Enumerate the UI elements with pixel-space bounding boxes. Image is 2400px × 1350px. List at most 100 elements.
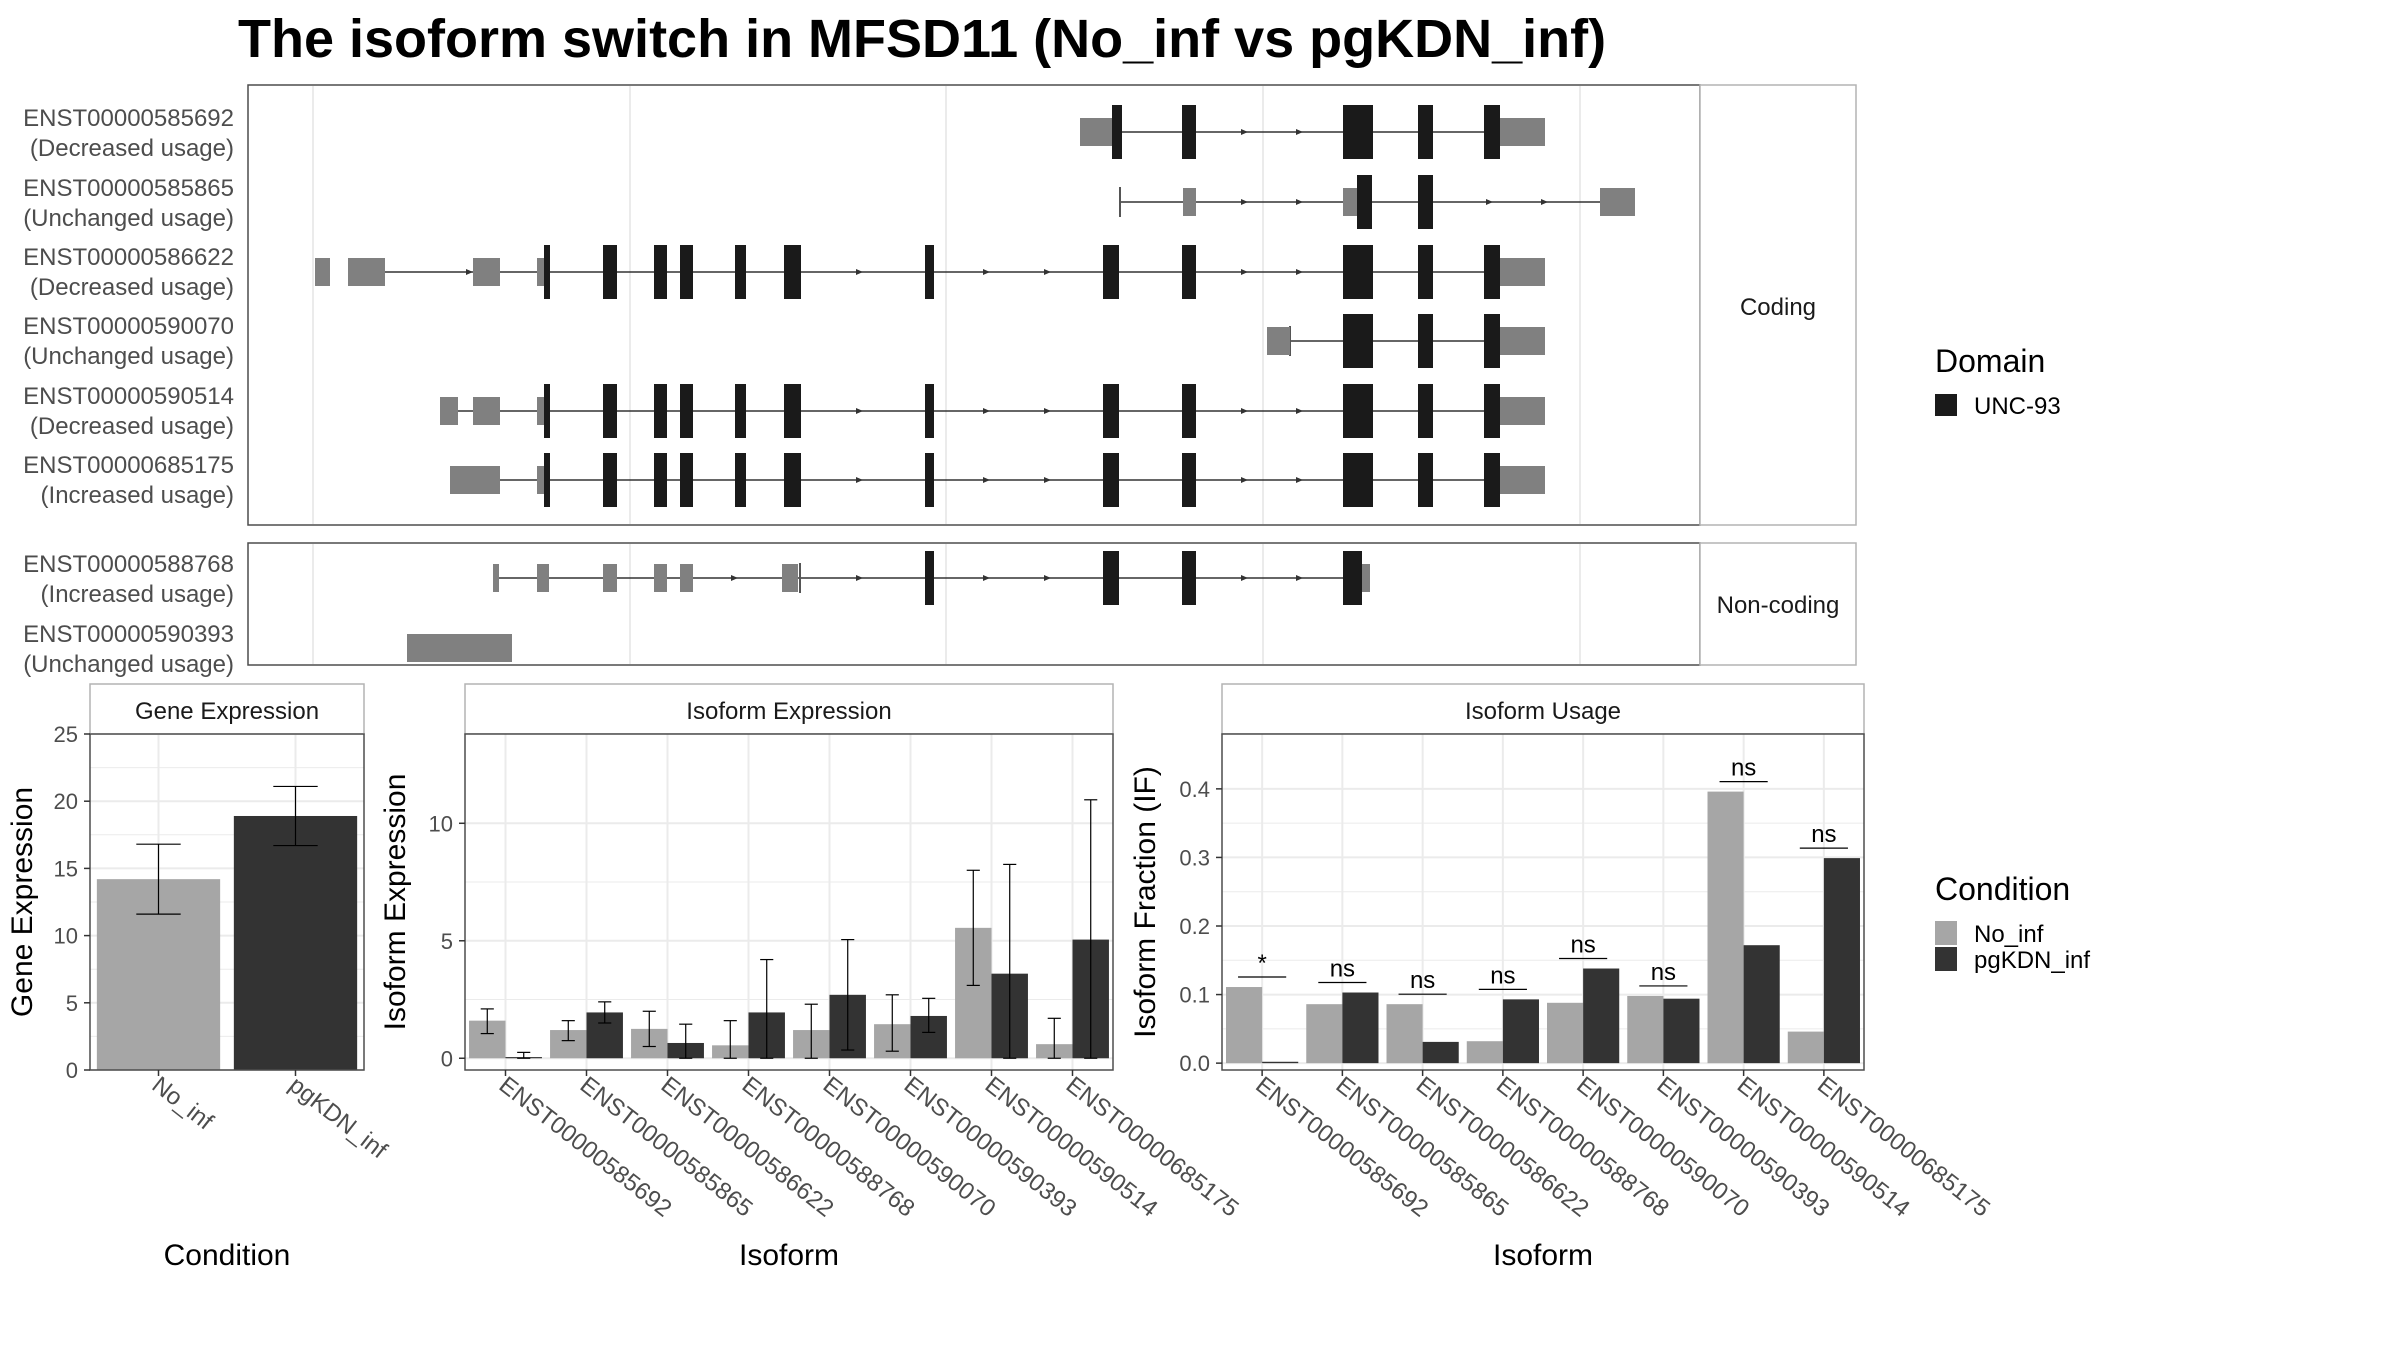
coding-panel: Coding — [247, 84, 1857, 526]
bar — [1342, 992, 1379, 1064]
strand-arrow-icon — [1541, 199, 1548, 205]
utr-exon — [1500, 118, 1508, 146]
utr-exon — [450, 466, 482, 494]
isoform-expression-x-axis-label: Isoform — [739, 1239, 839, 1272]
strand-arrow-icon — [1241, 408, 1248, 414]
unc93-domain-exon — [1103, 384, 1119, 438]
coding-strip-label: Coding — [1740, 294, 1816, 321]
gene-expression-bars — [96, 785, 358, 1070]
isoform-usage-x-axis-label: Isoform — [1493, 1239, 1593, 1272]
utr-exon — [537, 397, 544, 425]
y-tick-label: 5 — [66, 991, 78, 1016]
utr-exon — [603, 564, 617, 592]
unc93-domain-exon — [1182, 384, 1196, 438]
strand-arrow-icon — [731, 575, 738, 581]
strand-arrow-icon — [1296, 408, 1303, 414]
unc93-domain-exon — [544, 453, 550, 507]
utr-exon — [348, 258, 385, 286]
transcript-structure-plot: Coding Non-coding ENST00000585692 (Decre… — [23, 84, 2061, 678]
gene-expression-x-axis-label: Condition — [164, 1239, 291, 1272]
utr-exon — [680, 564, 693, 592]
isoform-label-status: (Unchanged usage) — [23, 651, 234, 678]
unc93-domain-exon — [680, 384, 693, 438]
domain-legend: Domain UNC-93 — [1935, 343, 2061, 420]
gene-expression-panel-title: Gene Expression — [135, 698, 319, 725]
strand-arrow-icon — [1296, 269, 1303, 275]
unc93-domain-exon — [925, 245, 934, 299]
strand-arrow-icon — [1044, 575, 1051, 581]
strand-arrow-icon — [983, 269, 990, 275]
strand-arrow-icon — [1296, 199, 1303, 205]
isoform-label-status: (Unchanged usage) — [23, 343, 234, 370]
unc93-domain-exon — [1418, 314, 1433, 368]
isoform-usage-y-axis-label: Isoform Fraction (IF) — [1129, 766, 1162, 1038]
y-tick-label: 10 — [429, 811, 453, 836]
unc93-domain-exon — [1343, 245, 1373, 299]
isoform-label-status: (Increased usage) — [41, 482, 234, 509]
condition-legend: Condition No_inf pgKDN_inf — [1935, 871, 2090, 974]
utr-exon — [473, 258, 482, 286]
strand-arrow-icon — [1044, 269, 1051, 275]
isoform-expression-panel-title: Isoform Expression — [686, 698, 891, 725]
y-tick-label: 20 — [54, 789, 78, 814]
unc93-domain-exon — [1418, 105, 1433, 159]
isoform-label-status: (Increased usage) — [41, 581, 234, 608]
coding-panel-frame — [247, 84, 1701, 526]
unc93-domain-exon — [544, 245, 550, 299]
isoform-usage-panel-title: Isoform Usage — [1465, 698, 1621, 725]
strand-arrow-icon — [983, 408, 990, 414]
significance-label: ns — [1570, 932, 1595, 959]
unc93-domain-exon — [1343, 453, 1373, 507]
isoform-label-id: ENST00000586622 — [23, 244, 234, 271]
utr-exon — [537, 466, 544, 494]
bar — [1743, 945, 1780, 1064]
utr-exon — [782, 564, 798, 592]
bar — [1422, 1041, 1459, 1064]
domain-legend-label: UNC-93 — [1974, 393, 2061, 420]
utr-exon — [1267, 327, 1290, 355]
utr-exon — [473, 397, 482, 425]
condition-legend-title: Condition — [1935, 871, 2070, 907]
isoform-label-status: (Decreased usage) — [30, 135, 234, 162]
isoform-label-status: (Decreased usage) — [30, 274, 234, 301]
significance-label: ns — [1330, 956, 1355, 983]
unc93-domain-exon — [603, 245, 617, 299]
isoform-label-id: ENST00000590393 — [23, 621, 234, 648]
isoform-label-status: (Decreased usage) — [30, 413, 234, 440]
unc93-domain-exon — [1103, 453, 1119, 507]
bar — [1583, 968, 1620, 1064]
significance-label: ns — [1490, 962, 1515, 989]
utr-exon — [1343, 188, 1357, 216]
significance-label: ns — [1410, 967, 1435, 994]
strand-arrow-icon — [1296, 477, 1303, 483]
noncoding-transcripts — [407, 551, 1370, 662]
y-tick-label: 0.0 — [1179, 1051, 1210, 1076]
bar — [1663, 998, 1700, 1064]
unc93-domain-exon — [680, 245, 693, 299]
strand-arrow-icon — [856, 477, 863, 483]
noncoding-strip-label: Non-coding — [1717, 592, 1840, 619]
utr-exon — [1508, 466, 1545, 494]
utr-exon — [1500, 258, 1508, 286]
utr-exon — [1508, 258, 1545, 286]
noncoding-strip — [1699, 542, 1857, 666]
strand-arrow-icon — [1241, 129, 1248, 135]
utr-exon — [493, 564, 499, 592]
utr-exon — [482, 258, 500, 286]
strand-arrow-icon — [856, 575, 863, 581]
figure-title: The isoform switch in MFSD11 (No_inf vs … — [238, 9, 1606, 69]
unc93-domain-exon — [544, 384, 550, 438]
isoform-expression-panel: Isoform Expression 0510ENST00000585692EN… — [379, 683, 1244, 1272]
noncoding-panel-grid — [312, 544, 1581, 664]
unc93-domain-exon — [784, 384, 801, 438]
noncoding-panel: Non-coding — [247, 542, 1857, 666]
isoform-label-status: (Unchanged usage) — [23, 205, 234, 232]
bar — [1262, 1061, 1299, 1064]
isoform-expression-strip — [464, 683, 1114, 735]
utr-exon — [1500, 397, 1508, 425]
utr-exon — [315, 258, 330, 286]
utr-exon — [1080, 118, 1112, 146]
unc93-domain-exon — [680, 453, 693, 507]
utr-exon — [1362, 564, 1370, 592]
